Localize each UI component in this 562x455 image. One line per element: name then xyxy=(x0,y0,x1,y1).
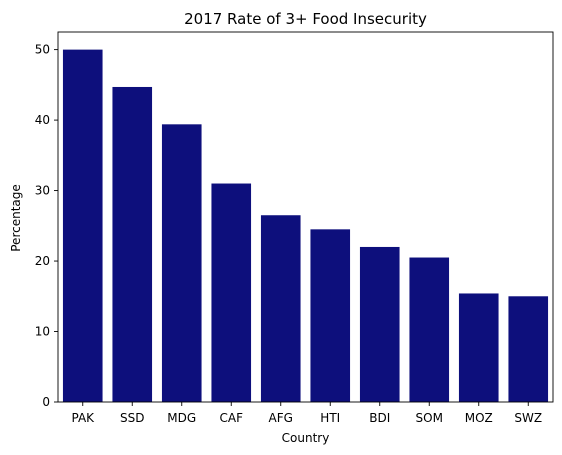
x-tick-label: PAK xyxy=(71,411,95,425)
x-tick-label: SSD xyxy=(120,411,144,425)
bar-mdg xyxy=(161,124,202,403)
y-tick-label: 50 xyxy=(35,43,50,57)
bar-moz xyxy=(458,293,499,402)
x-tick-label: AFG xyxy=(269,411,293,425)
bar-afg xyxy=(260,215,301,402)
x-tick-label: BDI xyxy=(369,411,390,425)
bar-som xyxy=(409,257,450,402)
y-tick-label: 30 xyxy=(35,184,50,198)
x-tick-label: HTI xyxy=(320,411,340,425)
y-tick-label: 0 xyxy=(42,395,50,409)
y-axis-ticks: 0 10 20 30 40 50 xyxy=(35,43,58,409)
x-tick-label: MDG xyxy=(167,411,196,425)
plot-frame xyxy=(57,31,554,403)
x-axis-label: Country xyxy=(282,431,330,445)
y-axis-label: Percentage xyxy=(9,184,23,252)
y-tick-label: 10 xyxy=(35,325,50,339)
bar-caf xyxy=(211,183,252,402)
bar-pak xyxy=(62,49,103,402)
x-tick-label: MOZ xyxy=(465,411,493,425)
bar-bdi xyxy=(359,246,400,402)
bar-swz xyxy=(508,296,549,402)
x-tick-label: SOM xyxy=(416,411,443,425)
x-tick-label: SWZ xyxy=(514,411,542,425)
bar-hti xyxy=(310,229,351,402)
x-tick-label: CAF xyxy=(220,411,244,425)
bars-group xyxy=(62,49,549,403)
bar-ssd xyxy=(112,86,153,402)
y-tick-label: 40 xyxy=(35,113,50,127)
chart-title: 2017 Rate of 3+ Food Insecurity xyxy=(184,10,427,28)
y-tick-label: 20 xyxy=(35,254,50,268)
x-axis-ticks: PAK SSD MDG CAF AFG HTI BDI SOM MOZ SWZ xyxy=(71,402,542,425)
